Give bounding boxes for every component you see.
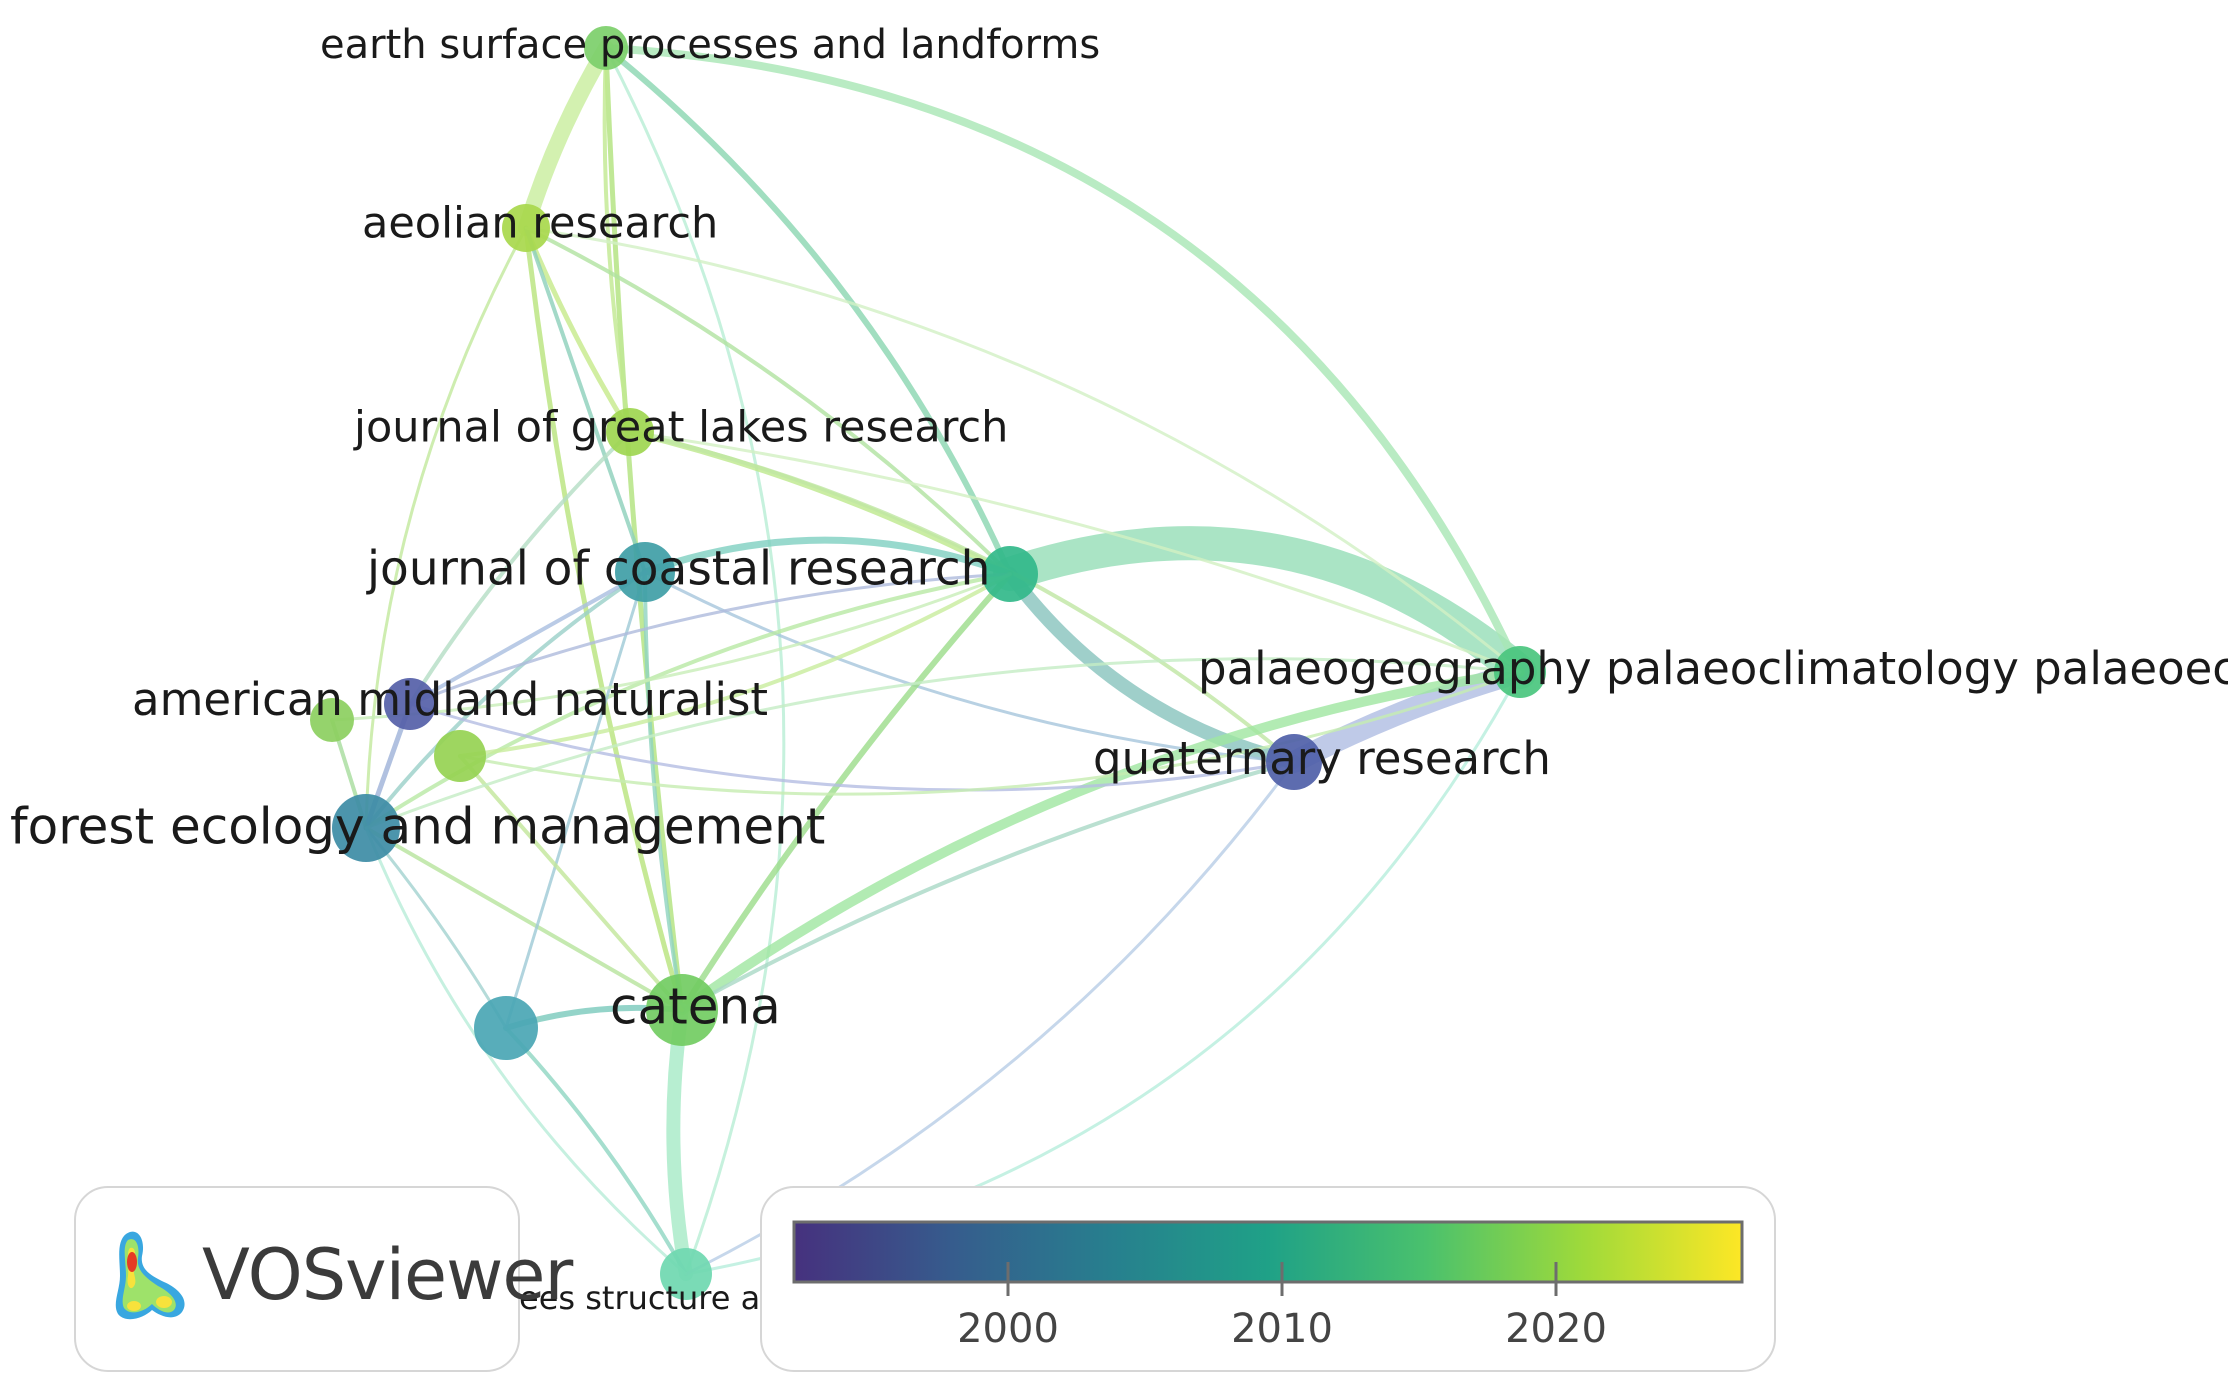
edge-coastal-catena: [643, 570, 684, 1012]
node-quaternary[interactable]: [1266, 734, 1322, 790]
node-green-small-left[interactable]: [310, 698, 354, 742]
label-great-lakes: journal of great lakes research: [353, 403, 1008, 453]
vosviewer-brand-label: VOSviewer: [202, 1234, 573, 1316]
edge-earth-surface-hub: [603, 45, 1013, 577]
edge-earth-surface-catena: [603, 45, 685, 1013]
color-scale: 2000 2010 2020: [792, 1220, 1744, 1352]
edge-aeolian-hub: [524, 226, 1012, 576]
tick-label-2000: 2000: [957, 1306, 1059, 1352]
node-midland[interactable]: [384, 678, 436, 730]
edge-coastal-forest: [364, 570, 647, 830]
edge-earth-surface-palaeo: [602, 44, 1524, 676]
edge-aeolian-palaeo: [524, 226, 1522, 674]
edge-teal-lower-forest: [364, 826, 508, 1030]
node-earth-surface[interactable]: [584, 26, 628, 70]
edge-trees-forest: [364, 826, 688, 1276]
edge-great-lakes-palaeo: [628, 430, 1522, 674]
label-midland: american midland naturalist: [132, 673, 768, 726]
edge-earth-surface-trees: [604, 46, 786, 1276]
edge-midland-quaternary: [408, 702, 1296, 792]
edge-midland-hub: [408, 572, 1012, 706]
vosviewer-logo-panel: VOSviewer: [74, 1186, 573, 1372]
node-catena[interactable]: [646, 974, 718, 1046]
node-great-lakes[interactable]: [606, 408, 654, 456]
vosviewer-heatmap-icon: [115, 1231, 185, 1320]
edge-catena-quaternary: [680, 760, 1296, 1012]
node-hub[interactable]: [982, 546, 1038, 602]
node-green-small-mid[interactable]: [434, 730, 486, 782]
node-forest[interactable]: [332, 794, 400, 862]
edge-aeolian-catena: [523, 225, 685, 1013]
node-aeolian[interactable]: [502, 204, 550, 252]
edge-hub-quaternary: [1003, 567, 1301, 769]
tick-label-2020: 2020: [1505, 1306, 1607, 1352]
edge-teal-lower-trees: [504, 1026, 688, 1276]
edge-catena-forest: [364, 826, 684, 1012]
label-forest: forest ecology and management: [10, 798, 825, 856]
edge-green-small-mid-palaeo: [458, 670, 1522, 796]
label-earth-surface: earth surface processes and landforms: [320, 22, 1100, 68]
label-catena: catena: [610, 978, 781, 1036]
labels-layer: earth surface processes and landforms aeo…: [10, 22, 2228, 1317]
year-color-legend: 2000 2010 2020: [760, 1186, 1776, 1372]
edge-green-small-mid-catena: [458, 754, 684, 1012]
edge-great-lakes-quaternary: [628, 430, 1296, 764]
edge-hub-palaeo: [993, 526, 1537, 689]
node-coastal[interactable]: [615, 542, 675, 602]
edge-forest-palaeo: [364, 657, 1522, 830]
nodes-layer: [310, 26, 1546, 1300]
label-quaternary: quaternary research: [1093, 732, 1551, 785]
node-palaeo[interactable]: [1494, 646, 1546, 698]
edge-catena-trees: [666, 1003, 693, 1281]
edge-catena-palaeo: [677, 667, 1525, 1015]
label-aeolian: aeolian research: [362, 199, 718, 249]
edge-aeolian-forest: [364, 226, 528, 830]
edge-earth-surface-aeolian: [518, 40, 614, 236]
edge-aeolian-coastal: [524, 226, 647, 574]
label-palaeo: palaeogeography palaeoclimatology palaeo…: [1198, 642, 2228, 695]
edge-midland-coastal: [408, 570, 647, 706]
node-teal-lower[interactable]: [474, 996, 538, 1060]
tick-label-2010: 2010: [1231, 1306, 1333, 1352]
edge-great-lakes-midland: [408, 430, 632, 706]
edge-hub-green-small-mid: [458, 572, 1012, 758]
color-scale-bar: [792, 1220, 1744, 1284]
edge-coastal-hub: [641, 536, 1014, 578]
node-trees[interactable]: [660, 1248, 712, 1300]
label-coastal: journal of coastal research: [366, 542, 990, 597]
